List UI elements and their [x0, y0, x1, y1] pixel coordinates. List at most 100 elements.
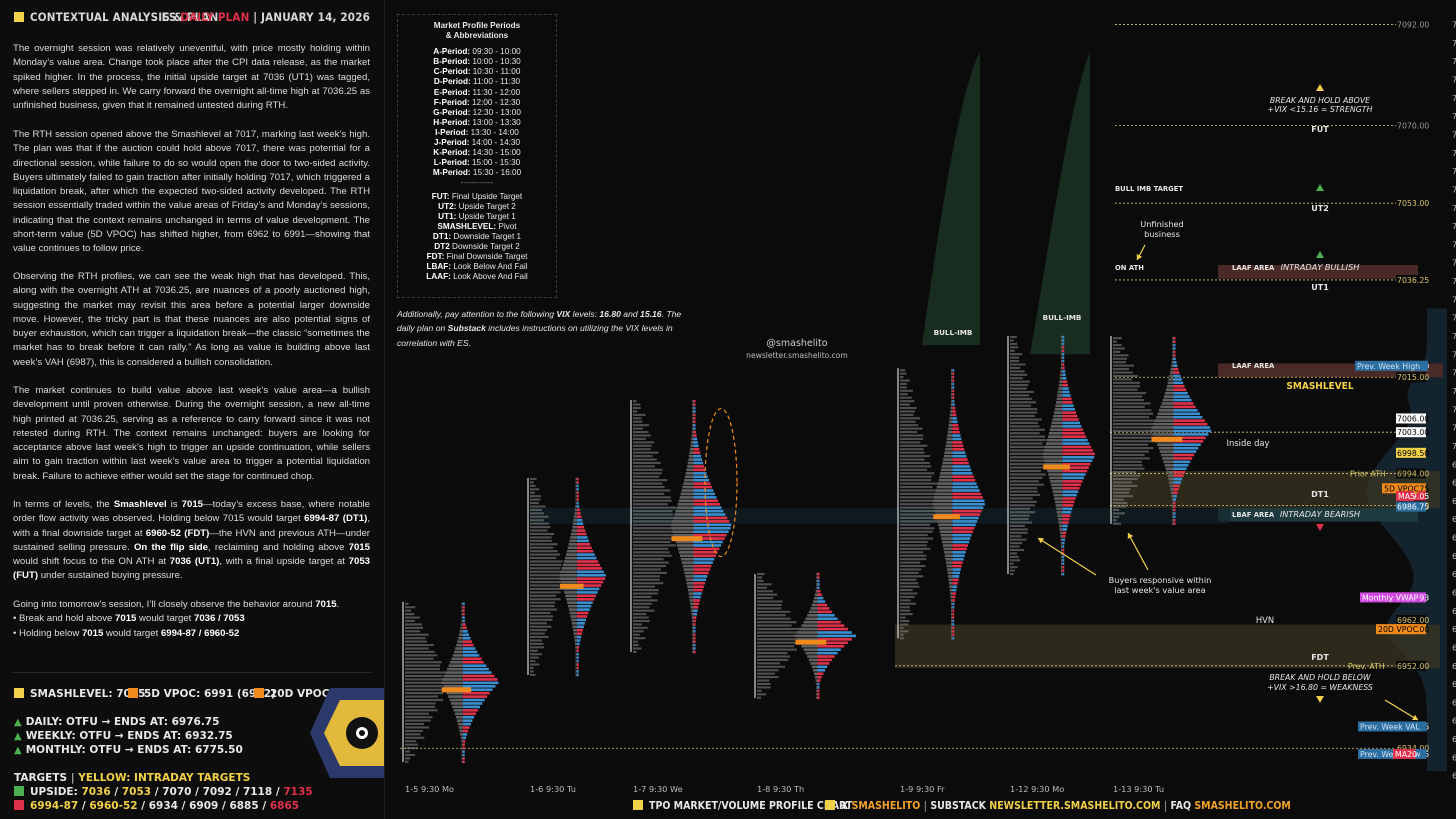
tpo-row	[900, 613, 913, 616]
green-square-icon	[14, 786, 24, 796]
orange-square-icon	[254, 688, 264, 698]
volume-row-grey	[559, 573, 577, 577]
tpo-row	[1010, 445, 1050, 448]
volume-row-grey	[682, 564, 694, 568]
volume-row-grey	[1163, 460, 1174, 464]
fut-label: FUT	[1311, 125, 1329, 134]
volume-row	[576, 498, 579, 501]
tpo-row	[1010, 555, 1019, 558]
volume-row	[952, 393, 955, 396]
tpo-row	[900, 527, 935, 530]
volume-row-grey	[1169, 374, 1174, 378]
period-row: H-Period: 13:00 - 13:30	[433, 117, 521, 127]
volume-row	[462, 684, 496, 688]
volume-row	[817, 614, 835, 617]
volume-row	[693, 403, 696, 406]
volume-row	[1062, 548, 1065, 552]
tpo-row	[1113, 381, 1141, 384]
tpo-row	[1113, 357, 1127, 360]
tpo-row	[530, 577, 565, 580]
break-below-label: +VIX >16.80 = WEAKNESS	[1267, 683, 1373, 692]
tpo-row	[405, 647, 429, 650]
tpo-row	[530, 556, 557, 560]
volume-row	[693, 609, 698, 613]
volume-row	[1173, 515, 1176, 519]
tpo-row	[900, 382, 907, 386]
volume-row-grey	[1045, 462, 1063, 466]
tpo-row	[900, 564, 926, 568]
volume-row	[1062, 476, 1084, 480]
volume-row-grey	[948, 581, 953, 585]
volume-row	[693, 520, 730, 523]
tpo-row	[530, 574, 563, 577]
faq-link[interactable]: SMASHELITO.COM	[1194, 800, 1291, 812]
volume-row	[693, 423, 696, 427]
volume-row	[693, 451, 701, 455]
volume-row-grey	[692, 427, 694, 430]
volume-row	[693, 513, 726, 516]
volume-row-grey	[801, 624, 818, 627]
volume-row	[693, 444, 699, 448]
volume-row-grey	[1060, 538, 1063, 542]
y-tick-label: 7000.00	[1452, 441, 1456, 451]
session-label: 1-5 9:30 Mo	[405, 784, 454, 794]
tpo-row	[1010, 480, 1039, 483]
down-triangle-icon	[1316, 524, 1324, 531]
volume-row	[1062, 425, 1082, 428]
tpo-row	[405, 716, 433, 719]
volume-row	[952, 605, 955, 609]
volume-row-grey	[692, 406, 694, 410]
level-tag-bg	[1376, 624, 1417, 635]
y-tick-label: 6952.00	[1452, 661, 1456, 671]
volume-row-grey	[934, 509, 953, 513]
volume-row	[576, 625, 584, 629]
volume-row	[462, 654, 480, 657]
volume-row	[1173, 354, 1176, 357]
volume-row-grey	[1053, 493, 1063, 497]
x-link[interactable]: SMASHELITO	[851, 800, 921, 812]
volume-row	[1173, 505, 1176, 508]
downside-targets: 6994-87 / 6960-52 / 6934 / 6909 / 6885 /…	[14, 800, 299, 812]
volume-row-grey	[812, 668, 818, 672]
tpo-row	[530, 591, 561, 594]
volume-row-grey	[1059, 380, 1063, 384]
substack-link[interactable]: NEWSLETTER.SMASHELITO.COM	[989, 800, 1161, 812]
volume-row	[462, 729, 469, 733]
paragraph-overnight: The overnight session was relatively une…	[13, 43, 370, 112]
volume-row	[817, 682, 820, 686]
volume-row	[1062, 510, 1072, 514]
volume-row-grey	[1050, 425, 1063, 428]
tpo-row	[1113, 364, 1135, 367]
tpo-row	[633, 455, 653, 458]
tpo-row	[405, 664, 441, 667]
chart-canvas[interactable]: 7092.00 7088.00 7084.00 7080.00 7076.00 7072.…	[385, 0, 1456, 819]
volume-row-grey	[692, 650, 694, 654]
volume-row	[1173, 446, 1199, 450]
volume-row-grey	[680, 557, 694, 561]
volume-row-grey	[575, 659, 577, 663]
volume-row-grey	[1160, 405, 1174, 409]
y-tick-label: 6964.00	[1452, 606, 1456, 616]
volume-row-grey	[951, 630, 953, 633]
volume-row-grey	[1052, 490, 1063, 493]
volume-row	[817, 689, 820, 693]
tpo-row	[757, 676, 779, 679]
volume-row	[1062, 342, 1065, 346]
volume-row	[952, 551, 966, 554]
volume-row-grey	[562, 563, 577, 567]
volume-row	[693, 616, 697, 619]
tpo-row	[1010, 562, 1014, 565]
tpo-row	[1010, 542, 1023, 545]
volume-row	[817, 620, 841, 624]
tpo-row	[405, 736, 425, 739]
volume-row	[1173, 518, 1176, 522]
arrow-icon	[1384, 699, 1419, 721]
volume-row	[952, 533, 972, 537]
volume-row	[817, 607, 830, 610]
volume-row	[817, 583, 820, 586]
volume-row-grey	[683, 568, 694, 571]
y-tick-label: 6984.00	[1452, 514, 1456, 524]
tpo-chart[interactable]: 7092.00 7088.00 7084.00 7080.00 7076.00 7072.…	[385, 0, 1456, 819]
tpo-row	[405, 613, 415, 616]
session-label: 1-7 9:30 We	[633, 784, 683, 794]
